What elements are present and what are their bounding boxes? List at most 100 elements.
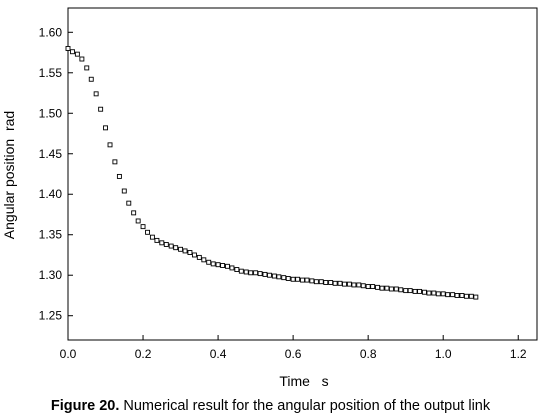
data-point: [248, 270, 254, 276]
data-point: [393, 286, 399, 292]
x-tick-label: 0.6: [285, 347, 302, 361]
y-tick-label: 1.40: [39, 187, 63, 201]
data-point: [168, 243, 174, 249]
data-point: [440, 291, 446, 297]
data-point: [140, 224, 146, 230]
chart: 1.251.301.351.401.451.501.551.60 0.0 0.2 0…: [1, 7, 538, 389]
data-point: [323, 280, 329, 285]
y-tick-label: 1.35: [39, 228, 63, 242]
data-point: [356, 282, 362, 288]
data-point: [431, 290, 437, 296]
x-axis-title: Time s: [279, 373, 328, 389]
data-point: [421, 289, 427, 295]
data-point: [468, 293, 474, 299]
data-point: [318, 279, 324, 285]
data-point: [267, 272, 272, 278]
data-point: [388, 286, 394, 292]
data-point: [159, 240, 165, 246]
data-point: [70, 49, 75, 55]
data-point: [342, 281, 347, 287]
data-point: [220, 263, 226, 268]
data-point: [412, 288, 418, 294]
x-tick-label: 0.4: [210, 347, 227, 361]
data-point: [304, 277, 310, 283]
data-point: [445, 292, 451, 298]
data-point: [426, 290, 432, 296]
data-point: [98, 106, 104, 112]
data-point: [243, 269, 249, 275]
data-point: [84, 65, 90, 71]
data-point: [360, 283, 366, 289]
data-point: [121, 188, 127, 194]
data-point: [365, 284, 371, 290]
data-point: [370, 284, 376, 290]
data-point: [253, 270, 259, 276]
plot-border: [67, 7, 538, 341]
data-point: [328, 280, 334, 285]
data-point: [351, 282, 357, 288]
data-point: [454, 293, 460, 298]
data-point: [79, 56, 85, 62]
data-point: [88, 76, 94, 82]
data-point: [210, 261, 216, 267]
data-point: [313, 279, 319, 285]
y-tick-label: 1.30: [39, 268, 63, 282]
x-tick-label: 0.8: [360, 347, 377, 361]
y-tick-label: 1.25: [39, 309, 63, 323]
data-point: [187, 250, 193, 255]
data-point: [332, 280, 338, 286]
data-point: [271, 273, 277, 279]
data-point: [450, 292, 456, 298]
data-point: [182, 248, 188, 254]
data-point: [74, 51, 80, 57]
figure-caption-label: Figure 20.: [50, 398, 120, 414]
data-point: [149, 234, 155, 240]
data-point: [107, 142, 113, 148]
data-point: [384, 285, 390, 291]
x-tick-label: 0.2: [135, 347, 152, 361]
figure-caption-text: Numerical result for the angular positio…: [119, 398, 491, 414]
data-point: [225, 263, 230, 269]
data-point: [196, 254, 202, 260]
plot-frame: [67, 7, 538, 341]
data-point: [403, 288, 409, 294]
data-point: [473, 294, 479, 300]
data-point: [201, 257, 207, 263]
data-point: [191, 252, 197, 258]
data-point: [257, 271, 263, 277]
data-point: [65, 46, 71, 51]
data-point: [178, 246, 184, 252]
y-axis: 1.25 1.30 1.35 1.40 1.45 1.50 1.55 1.60: [39, 25, 73, 323]
data-point: [290, 276, 296, 282]
data-point: [285, 276, 291, 281]
data-point: [112, 159, 118, 165]
data-point: [154, 237, 160, 243]
x-tick-label: 1.0: [435, 347, 452, 361]
data-point: [145, 229, 150, 235]
data-point: [135, 218, 141, 224]
x-tick-label: 1.2: [510, 347, 527, 361]
x-axis: 0.0 0.2 0.4 0.6 0.8 1.0 1.2: [60, 335, 527, 361]
data-point: [375, 284, 380, 290]
data-point: [93, 91, 99, 97]
data-point: [276, 274, 282, 280]
data-point: [262, 271, 268, 277]
data-point: [464, 293, 469, 299]
data-point: [163, 241, 169, 247]
data-point: [435, 291, 441, 297]
data-point: [206, 259, 212, 265]
data-point: [281, 275, 287, 281]
data-point: [234, 267, 240, 273]
x-tick-label: 0.0: [60, 347, 77, 361]
figure-caption: Figure 20. Numerical result for the angu…: [0, 398, 541, 414]
data-point: [229, 265, 235, 271]
data-point: [173, 245, 179, 251]
data-point: [126, 200, 132, 206]
data-series: [65, 46, 479, 300]
data-point: [238, 268, 244, 274]
data-point: [459, 293, 465, 298]
data-point: [295, 276, 301, 282]
y-tick-label: 1.45: [39, 147, 63, 161]
data-point: [346, 281, 352, 287]
y-tick-label: 1.60: [39, 25, 63, 39]
